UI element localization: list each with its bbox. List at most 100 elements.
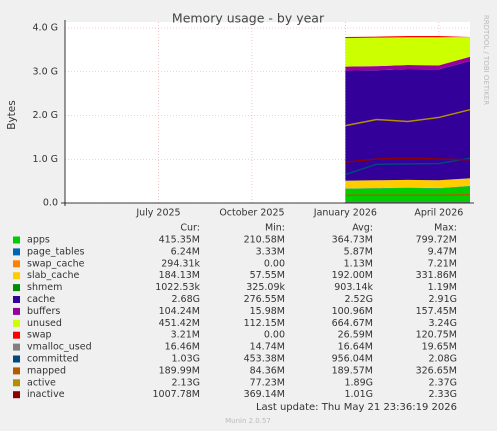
legend-value: 1.89G xyxy=(344,377,373,388)
legend-value: 104.24M xyxy=(159,306,200,317)
legend-swatch xyxy=(13,379,20,387)
legend-swatch xyxy=(13,236,20,244)
y-tick-label: 1.0 G xyxy=(33,154,59,165)
legend-value: 112.15M xyxy=(244,318,285,329)
legend-value: 3.24G xyxy=(428,318,457,329)
x-tick-label: April 2026 xyxy=(414,208,463,219)
legend-value: 189.99M xyxy=(159,365,200,376)
legend-label: slab_cache xyxy=(27,270,79,281)
legend-value: 2.08G xyxy=(428,354,457,365)
x-tick-label: July 2025 xyxy=(135,208,180,219)
legend-swatch xyxy=(13,319,20,327)
legend-value: 2.68G xyxy=(171,294,200,305)
area xyxy=(345,36,470,39)
legend-swatch xyxy=(13,272,20,280)
legend-value: 1.03G xyxy=(171,354,200,365)
legend-swatch xyxy=(13,367,20,375)
legend-label: committed xyxy=(27,354,79,365)
legend-swatch xyxy=(13,284,20,292)
legend-value: 3.21M xyxy=(171,330,200,341)
chart-title: Memory usage - by year xyxy=(172,11,325,26)
footer: Munin 2.0.57 xyxy=(225,417,271,425)
legend-swatch xyxy=(13,307,20,315)
legend-value: 184.13M xyxy=(159,270,200,281)
legend-value: 5.87M xyxy=(344,246,373,257)
legend-value: 1022.53k xyxy=(155,282,200,293)
legend-swatch xyxy=(13,343,20,351)
legend-value: 451.42M xyxy=(159,318,200,329)
legend-value: 331.86M xyxy=(416,270,457,281)
legend-swatch xyxy=(13,260,20,268)
legend-label: active xyxy=(27,377,56,388)
legend-value: 1.13M xyxy=(344,258,373,269)
legend-value: 77.23M xyxy=(250,377,285,388)
y-tick-label: 0.0 xyxy=(43,198,58,209)
line xyxy=(345,193,471,197)
legend-value: 210.58M xyxy=(244,235,285,246)
legend-value: 799.72M xyxy=(416,235,457,246)
legend-value: 14.74M xyxy=(250,342,285,353)
line xyxy=(345,157,471,164)
legend-label: inactive xyxy=(27,389,65,400)
legend-value: 2.52G xyxy=(344,294,373,305)
legend-value: 2.91G xyxy=(428,294,457,305)
watermark: RRDTOOL / TOBI OETIKER xyxy=(482,15,490,105)
legend-value: 453.38M xyxy=(244,354,285,365)
x-tick-label: January 2026 xyxy=(313,208,377,219)
legend-value: 16.46M xyxy=(165,342,200,353)
legend-value: 2.33G xyxy=(428,389,457,400)
legend-label: unused xyxy=(27,318,62,329)
area xyxy=(345,185,470,189)
area xyxy=(345,56,470,71)
y-axis-label: Bytes xyxy=(6,100,18,129)
legend-value: 15.98M xyxy=(250,306,285,317)
legend-value: 26.59M xyxy=(338,330,373,341)
legend-label: page_tables xyxy=(27,246,85,257)
legend-value: 903.14k xyxy=(334,282,373,293)
legend-value: 1007.78M xyxy=(153,389,200,400)
legend-value: 120.75M xyxy=(416,330,457,341)
legend-header: Min: xyxy=(265,223,285,234)
legend-value: 2.37G xyxy=(428,377,457,388)
legend-value: 276.55M xyxy=(244,294,285,305)
legend-value: 956.04M xyxy=(332,354,373,365)
legend-value: 294.31k xyxy=(161,258,200,269)
legend-label: vmalloc_used xyxy=(27,342,92,353)
legend-value: 16.64M xyxy=(338,342,373,353)
legend-value: 157.45M xyxy=(416,306,457,317)
legend-value: 415.35M xyxy=(159,235,200,246)
legend-value: 0.00 xyxy=(264,258,285,269)
legend-label: apps xyxy=(27,235,50,246)
legend-swatch xyxy=(13,248,20,256)
legend-label: swap xyxy=(27,330,52,341)
legend-label: shmem xyxy=(27,282,62,293)
legend-value: 3.33M xyxy=(256,246,285,257)
last-update: Last update: Thu May 21 23:36:19 2026 xyxy=(256,402,457,413)
legend-value: 189.57M xyxy=(332,365,373,376)
legend-value: 664.67M xyxy=(332,318,373,329)
area xyxy=(345,178,470,189)
legend-swatch xyxy=(13,331,20,339)
legend-value: 7.21M xyxy=(428,258,457,269)
legend-label: cache xyxy=(27,294,55,305)
legend-value: 0.00 xyxy=(264,330,285,341)
legend-value: 325.09k xyxy=(246,282,285,293)
x-tick-label: October 2025 xyxy=(219,208,284,219)
area xyxy=(345,37,470,67)
legend-value: 2.13G xyxy=(171,377,200,388)
legend-value: 57.55M xyxy=(250,270,285,281)
legend-swatch xyxy=(13,296,20,303)
legend-value: 6.24M xyxy=(171,246,200,257)
y-tick-label: 2.0 G xyxy=(33,110,59,121)
legend-value: 9.47M xyxy=(428,246,457,257)
legend-value: 84.36M xyxy=(250,365,285,376)
legend-value: 326.65M xyxy=(416,365,457,376)
line xyxy=(345,157,471,176)
legend-value: 100.96M xyxy=(332,306,373,317)
y-tick-label: 4.0 G xyxy=(33,23,59,34)
legend-value: 369.14M xyxy=(244,389,285,400)
legend-header: Avg: xyxy=(352,223,373,234)
legend-swatch xyxy=(13,391,20,399)
legend-swatch xyxy=(13,355,20,363)
